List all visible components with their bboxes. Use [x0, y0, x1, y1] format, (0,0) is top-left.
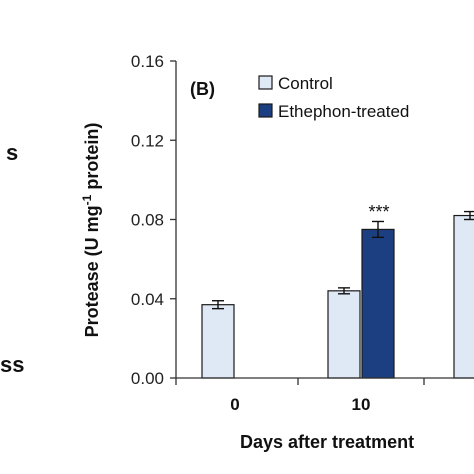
y-axis-title-superscript: -1 — [80, 194, 94, 205]
y-tick-label: 0.00 — [131, 369, 164, 388]
x-tick-label: 0 — [230, 395, 239, 414]
x-tick-label: 10 — [352, 395, 371, 414]
y-axis: 0.00 0.04 0.08 0.12 0.16 — [131, 52, 177, 388]
bar-control — [201, 304, 235, 379]
legend: Control Ethephon-treated — [258, 74, 409, 121]
x-axis-title: Days after treatment — [240, 432, 414, 452]
legend-label-control: Control — [278, 74, 333, 93]
y-axis-title-tail: protein) — [82, 123, 102, 195]
left-panel-text-fragment: ss — [0, 352, 24, 377]
bar-control — [327, 290, 361, 379]
bars — [201, 210, 474, 379]
y-tick-label: 0.12 — [131, 131, 164, 150]
legend-swatch-ethephon — [258, 103, 273, 118]
legend-swatch-control — [258, 75, 273, 90]
bar-control — [453, 214, 474, 379]
panel-label: (B) — [190, 79, 215, 99]
y-tick-label: 0.08 — [131, 211, 164, 230]
y-axis-title-main: Protease (U mg — [82, 205, 102, 337]
y-tick-label: 0.04 — [131, 290, 164, 309]
significance-annotation: *** — [368, 202, 389, 222]
bar-ethephon — [361, 228, 395, 379]
x-axis: 0103 — [175, 377, 474, 414]
y-axis-title: Protease (U mg-1 protein) — [80, 123, 102, 338]
left-panel-text-fragment: s — [6, 140, 18, 165]
legend-label-ethephon: Ethephon-treated — [278, 102, 409, 121]
y-tick-label: 0.16 — [131, 52, 164, 71]
